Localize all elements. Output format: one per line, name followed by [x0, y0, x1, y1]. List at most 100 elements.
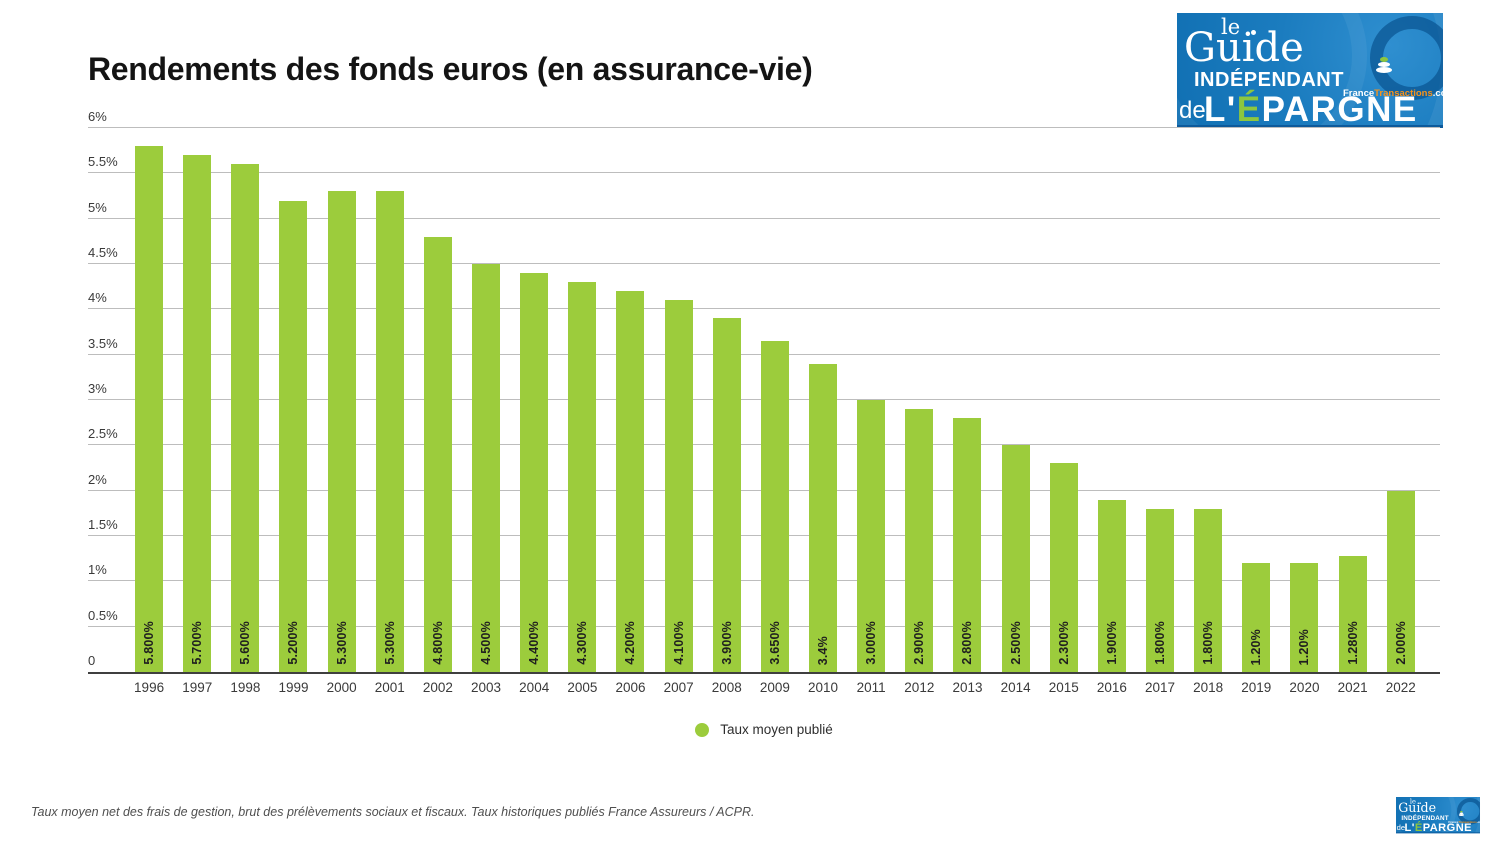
bar-value-label: 3.650%: [767, 621, 782, 665]
bar[interactable]: 1.800%: [1146, 508, 1175, 672]
legend-label: Taux moyen publié: [720, 722, 833, 737]
x-axis-label: 2011: [856, 680, 886, 695]
bar[interactable]: 1.20%: [1290, 563, 1319, 672]
bar[interactable]: 3.650%: [760, 341, 789, 672]
bar[interactable]: 1.280%: [1338, 555, 1367, 672]
bar-slot: 1.20%: [1280, 128, 1328, 672]
chart: 0 0.5% 1% 1.5% 2% 2.5% 3% 3.5% 4% 4.5% 5% 5.5% 6% 5.8…: [88, 109, 1440, 695]
y-tick-label: 5.5%: [88, 154, 118, 170]
bar-slot: 1.280%: [1329, 128, 1377, 672]
logo-word-le: le: [1409, 797, 1416, 806]
bar-value-label: 5.700%: [190, 621, 205, 665]
bar-value-label: 1.800%: [1201, 621, 1216, 665]
bar-slot: 2.000%: [1377, 128, 1425, 672]
bar[interactable]: 4.300%: [568, 282, 597, 672]
bar-value-label: 5.300%: [334, 621, 349, 665]
bar[interactable]: 4.500%: [472, 264, 501, 672]
bar-value-label: 2.500%: [1008, 621, 1023, 665]
x-axis-label: 2002: [422, 680, 453, 695]
x-axis-label: 2010: [808, 680, 839, 695]
bars-container: 5.800% 5.700% 5.600% 5.200% 5.300% 5.300% 4.80…: [125, 128, 1425, 672]
bar[interactable]: 4.400%: [520, 273, 549, 672]
bar-value-label: 5.200%: [286, 621, 301, 665]
bar[interactable]: 1.20%: [1242, 563, 1271, 672]
logo-epargne-rest: PARGNE: [1422, 821, 1473, 834]
x-axis-labels: 1996 1997 1998 1999 2000 2001 2002 2003 2004 2005…: [125, 680, 1425, 695]
gridline: [88, 217, 1440, 219]
bar[interactable]: 5.600%: [231, 164, 260, 672]
site-url: FranceTransactions.com: [1448, 821, 1480, 824]
bar[interactable]: 3.4%: [809, 363, 838, 672]
bar[interactable]: 1.800%: [1194, 508, 1223, 672]
bar-slot: 4.200%: [606, 128, 654, 672]
y-tick-label: 1%: [88, 562, 107, 578]
bar[interactable]: 2.500%: [1001, 445, 1030, 672]
bar-value-label: 1.280%: [1345, 621, 1360, 665]
bar-slot: 3.4%: [799, 128, 847, 672]
brand-logo[interactable]: le Guide INDÉPENDANT FranceTransactions.…: [1396, 797, 1481, 834]
x-axis-label: 2007: [663, 680, 694, 695]
bar-slot: 1.800%: [1136, 128, 1184, 672]
bar-slot: 5.200%: [269, 128, 317, 672]
bar-slot: 5.300%: [318, 128, 366, 672]
bar-value-label: 4.100%: [671, 621, 686, 665]
legend-marker-icon: [695, 722, 710, 737]
y-tick-label: 2.5%: [88, 426, 118, 442]
bar-slot: 2.500%: [992, 128, 1040, 672]
gridline: [88, 172, 1440, 174]
bar[interactable]: 5.300%: [375, 191, 404, 672]
bar[interactable]: 3.900%: [712, 318, 741, 672]
bar[interactable]: 1.900%: [1097, 499, 1126, 672]
site-url-transactions: Transactions: [1374, 88, 1433, 99]
x-axis-label: 1997: [182, 680, 213, 695]
gridline: [88, 308, 1440, 310]
x-axis-label: 2000: [326, 680, 357, 695]
bar[interactable]: 4.800%: [423, 236, 452, 672]
bar[interactable]: 2.000%: [1386, 490, 1415, 672]
x-axis-label: 2006: [615, 680, 646, 695]
x-axis-label: 2008: [711, 680, 742, 695]
y-tick-label: 0.5%: [88, 607, 118, 623]
bar-value-label: 4.300%: [575, 621, 590, 665]
x-axis-label: 2003: [471, 680, 502, 695]
brand-logo[interactable]: le Guide INDÉPENDANT FranceTransactions.…: [1177, 13, 1443, 128]
dot-decoration: [1419, 802, 1421, 804]
bar[interactable]: 2.800%: [953, 418, 982, 672]
bar-slot: 5.600%: [221, 128, 269, 672]
bar[interactable]: 5.800%: [135, 146, 164, 672]
logo-word-guide: Guide: [1398, 800, 1437, 816]
circle-decoration: [1396, 797, 1457, 834]
bar[interactable]: 2.300%: [1049, 463, 1078, 672]
x-axis-label: 2017: [1145, 680, 1176, 695]
bar-value-label: 1.20%: [1297, 628, 1312, 665]
bar[interactable]: 4.200%: [616, 291, 645, 672]
bar[interactable]: 3.000%: [857, 400, 886, 672]
bar-value-label: 4.800%: [430, 621, 445, 665]
brand-logo-small[interactable]: le Guide INDÉPENDANT FranceTransactions.…: [1396, 797, 1482, 835]
logo-word-de: de: [1179, 97, 1206, 124]
x-axis-label: 2015: [1048, 680, 1079, 695]
bar[interactable]: 5.300%: [327, 191, 356, 672]
logo-word-de: de: [1396, 823, 1406, 833]
bar[interactable]: 5.700%: [183, 155, 212, 672]
site-url-com: .com: [1476, 820, 1480, 825]
bar[interactable]: 4.100%: [664, 300, 693, 672]
bar-value-label: 4.400%: [527, 621, 542, 665]
x-axis-label: 2013: [952, 680, 983, 695]
bar-slot: 4.400%: [510, 128, 558, 672]
bar-slot: 4.300%: [558, 128, 606, 672]
bar-slot: 2.900%: [895, 128, 943, 672]
legend[interactable]: Taux moyen publié: [88, 722, 1440, 737]
x-axis-label: 2020: [1289, 680, 1320, 695]
bar[interactable]: 2.900%: [905, 409, 934, 672]
x-axis-label: 1999: [278, 680, 309, 695]
pebbles-icon: [1458, 810, 1465, 816]
bar-value-label: 1.900%: [1104, 621, 1119, 665]
y-tick-label: 5%: [88, 199, 107, 215]
bar-value-label: 4.200%: [623, 621, 638, 665]
site-url-transactions: Transactions: [1458, 820, 1477, 825]
x-axis-label: 2004: [519, 680, 550, 695]
bar-slot: 1.800%: [1184, 128, 1232, 672]
bar[interactable]: 5.200%: [279, 200, 308, 672]
plot-area: 0 0.5% 1% 1.5% 2% 2.5% 3% 3.5% 4% 4.5% 5% 5.5% 6% 5.8…: [88, 109, 1440, 674]
